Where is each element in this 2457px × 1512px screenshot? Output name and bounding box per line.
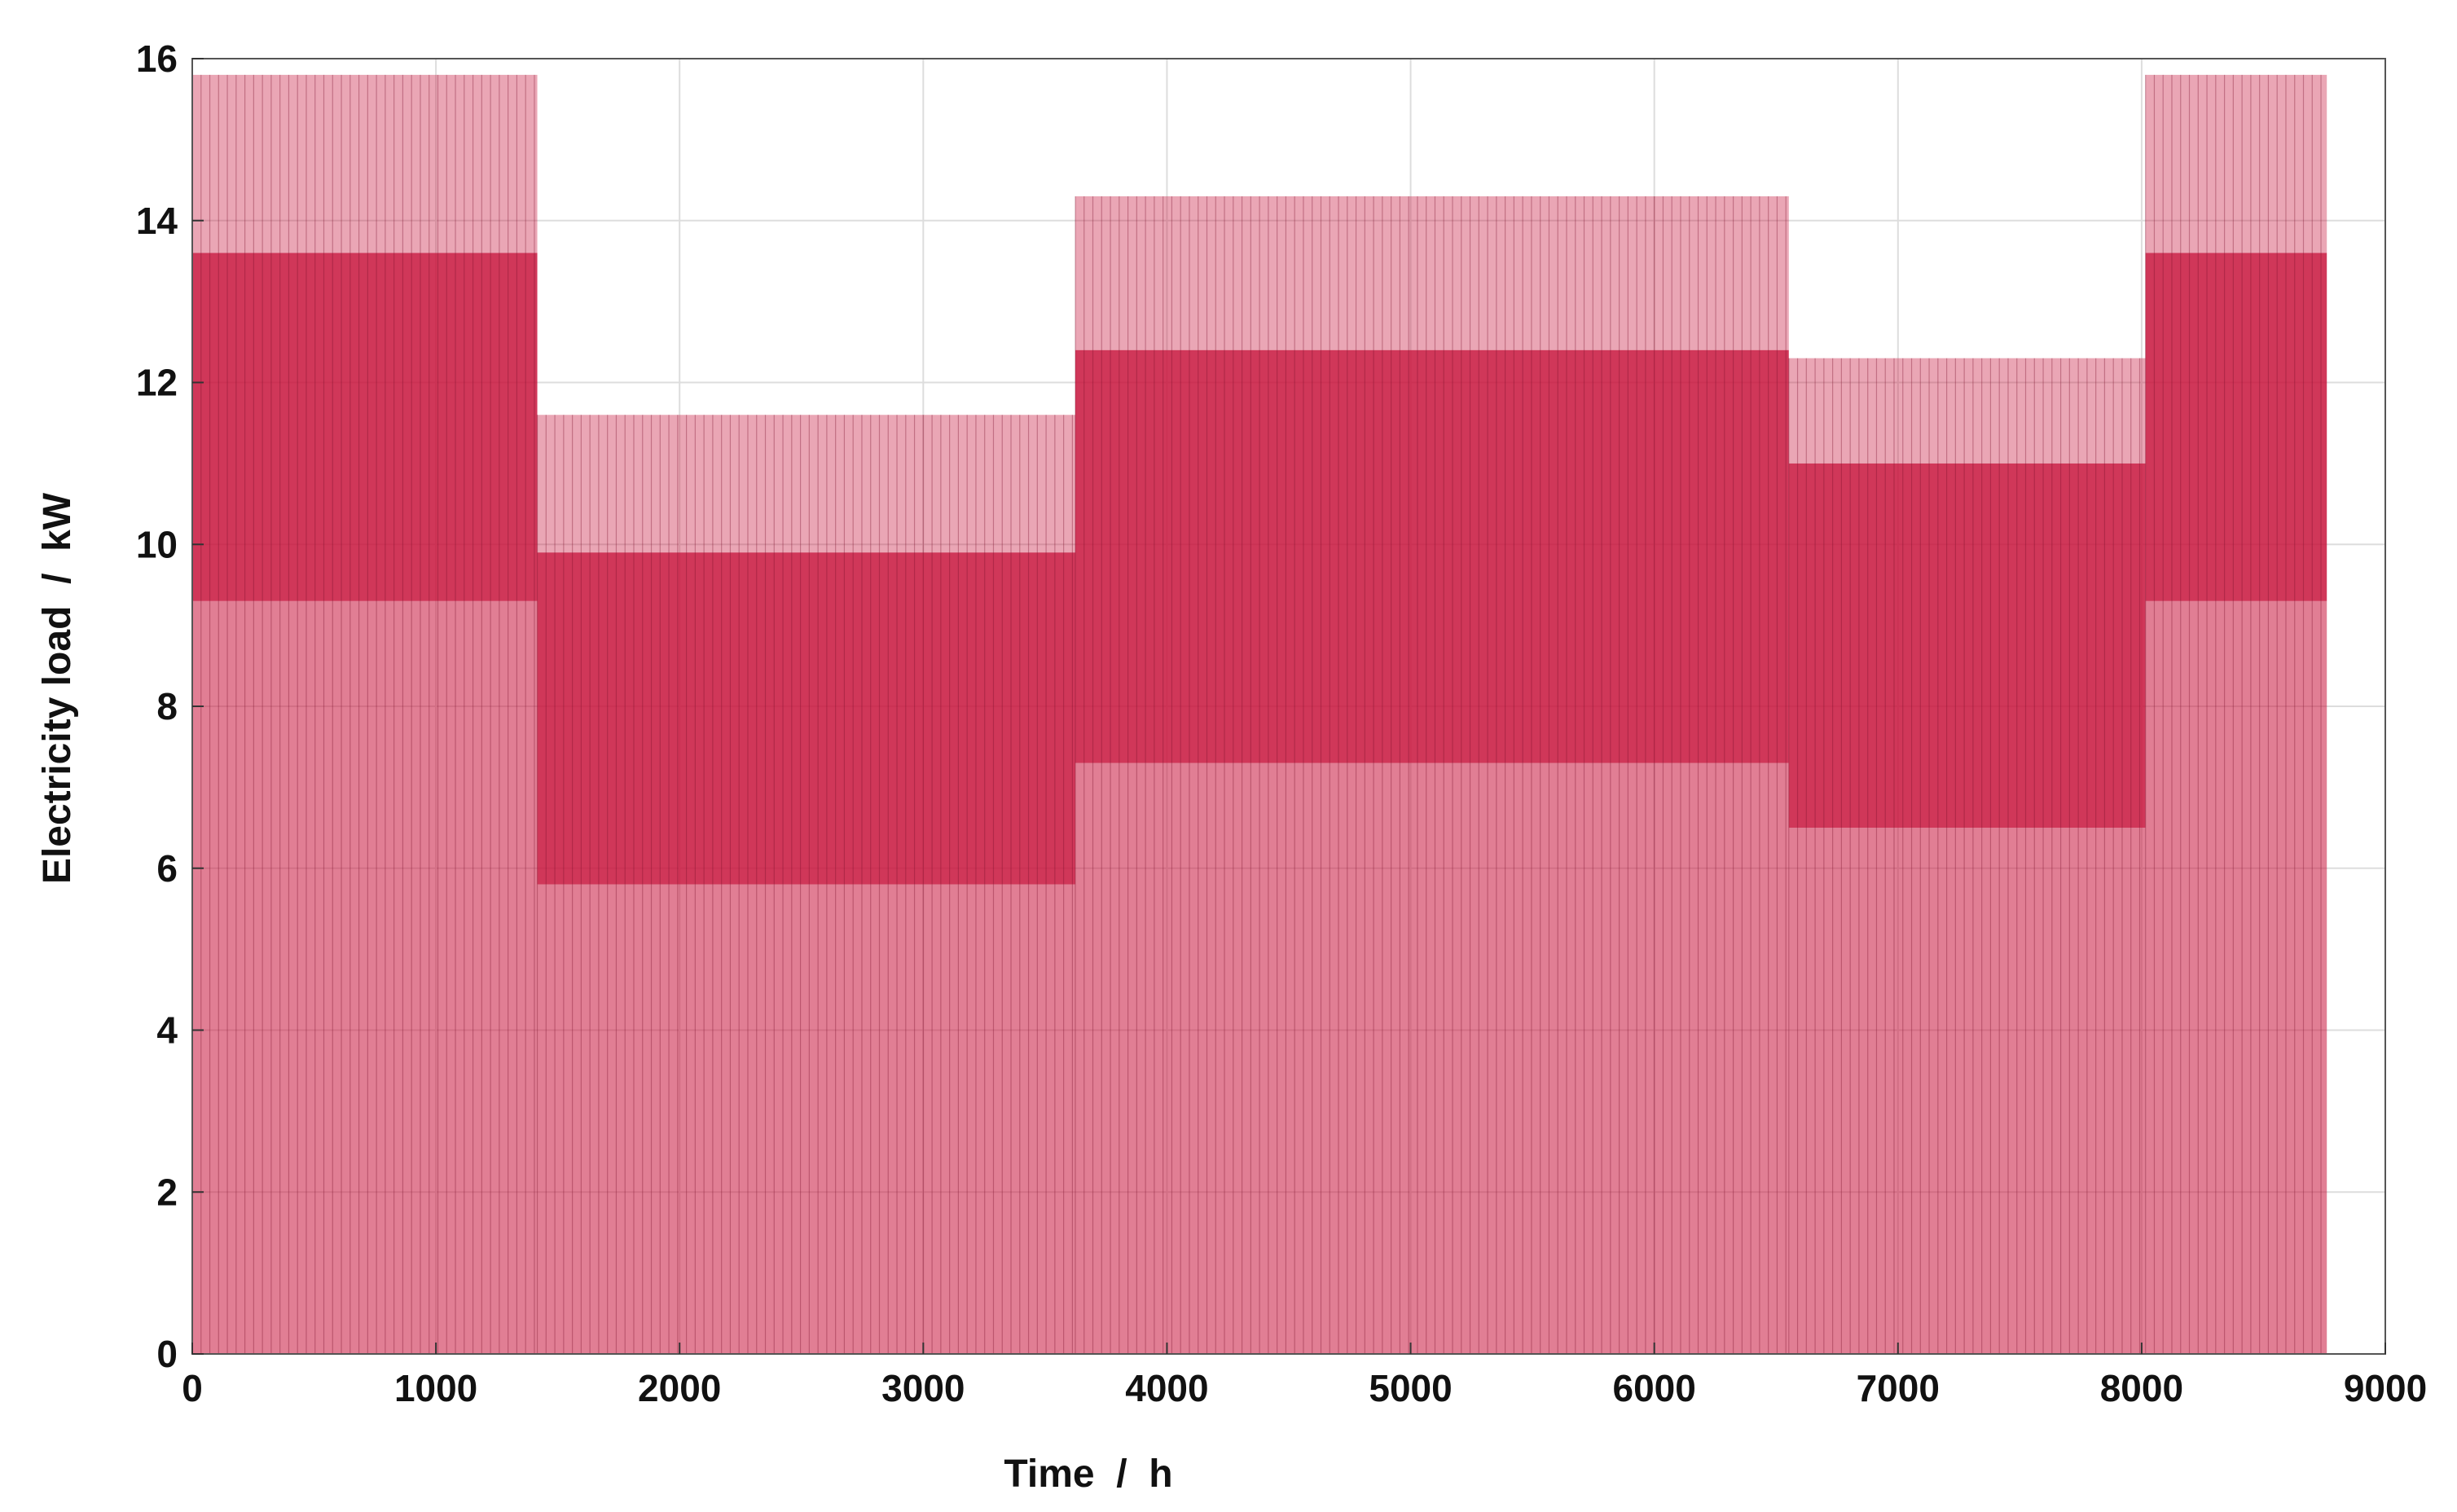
plot-area <box>191 74 2327 1354</box>
x-tick-label: 8000 <box>2100 1367 2183 1409</box>
y-tick-label: 14 <box>136 200 178 242</box>
peak-load-bar <box>1788 358 2146 464</box>
peak-load-bar <box>1075 196 1789 350</box>
x-tick-label: 7000 <box>1857 1367 1940 1409</box>
y-axis-title: Electricity load / kW <box>36 492 79 884</box>
base-load-bar <box>192 600 538 1354</box>
mid-load-bar <box>1075 349 1789 763</box>
y-tick-label: 2 <box>156 1171 178 1213</box>
x-axis-title: Time / h <box>1004 1453 1172 1496</box>
y-tick-label: 4 <box>156 1009 178 1052</box>
y-tick-label: 16 <box>136 37 178 80</box>
mid-load-bar <box>537 552 1075 885</box>
period-band <box>1075 196 1789 1354</box>
y-tick-label: 0 <box>156 1333 178 1375</box>
y-axis-ticks: 0 2 4 6 8 10 12 14 16 <box>136 37 204 1375</box>
period-band <box>1788 358 2146 1354</box>
y-tick-label: 6 <box>156 847 178 890</box>
x-tick-label: 5000 <box>1369 1367 1452 1409</box>
base-load-bar <box>1075 763 1789 1354</box>
base-load-bar <box>2145 600 2327 1354</box>
peak-load-bar <box>537 415 1075 553</box>
period-band <box>191 74 538 1354</box>
x-tick-label: 3000 <box>881 1367 965 1409</box>
x-tick-label: 9000 <box>2344 1367 2427 1409</box>
y-tick-label: 12 <box>136 362 178 404</box>
y-tick-label: 8 <box>156 685 178 727</box>
x-axis-ticks: 0 1000 2000 3000 4000 5000 6000 7000 8000 9000 <box>182 1343 2427 1409</box>
base-load-bar <box>537 884 1075 1354</box>
x-tick-label: 2000 <box>638 1367 721 1409</box>
x-tick-label: 0 <box>182 1367 203 1409</box>
y-tick-label: 10 <box>136 523 178 565</box>
base-load-bar <box>1788 828 2146 1354</box>
period-band <box>2145 74 2327 1354</box>
mid-load-bar <box>192 253 538 601</box>
mid-load-bar <box>1788 463 2146 829</box>
x-tick-label: 4000 <box>1125 1367 1208 1409</box>
x-tick-label: 1000 <box>394 1367 477 1409</box>
mid-load-bar <box>2145 253 2327 601</box>
x-tick-label: 6000 <box>1612 1367 1695 1409</box>
peak-load-bar <box>2145 74 2327 253</box>
peak-load-bar <box>192 74 538 253</box>
period-band <box>536 415 1075 1354</box>
